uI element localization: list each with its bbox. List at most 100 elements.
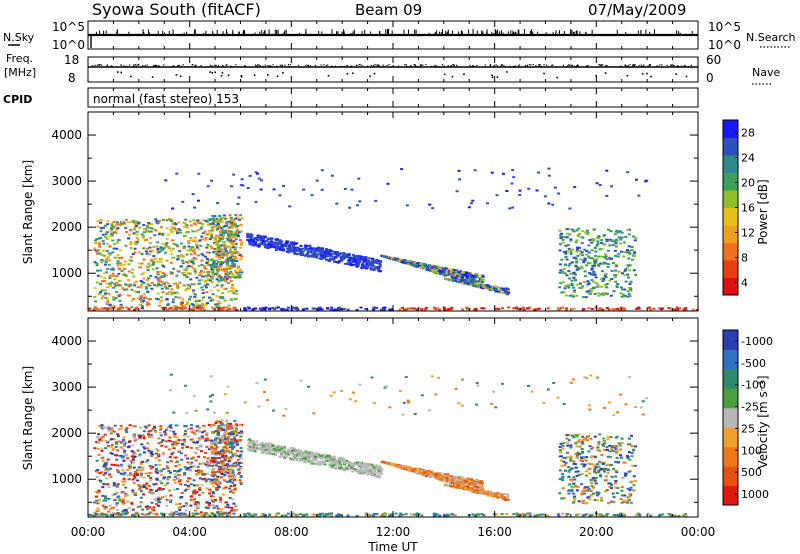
power-cell	[580, 287, 584, 290]
nave-point	[309, 64, 312, 67]
power-cell	[216, 220, 220, 223]
power-cell	[227, 272, 231, 275]
velocity-cell	[194, 433, 198, 436]
velocity-cell	[207, 423, 211, 426]
velocity-cell	[95, 499, 99, 502]
colorbar-segment	[723, 225, 738, 243]
power-cell	[218, 296, 222, 299]
velocity-cell	[151, 453, 155, 456]
power-cell	[558, 271, 562, 274]
power-cell	[473, 282, 477, 285]
velocity-cell	[105, 426, 109, 429]
power-cell	[124, 218, 128, 221]
velocity-cell	[230, 466, 234, 469]
power-cell	[138, 226, 142, 229]
velocity-cell	[172, 440, 176, 443]
power-cell	[117, 272, 121, 275]
power-cell	[279, 247, 283, 250]
nave-point	[92, 64, 94, 67]
power-cell	[142, 271, 146, 274]
power-cell	[130, 299, 134, 302]
velocity-cell	[100, 447, 104, 450]
power-cell	[614, 263, 618, 266]
power-cell	[94, 300, 98, 303]
velocity-cell	[233, 488, 237, 491]
power-cell	[610, 239, 614, 242]
power-cell	[171, 257, 175, 260]
velocity-cell	[150, 501, 154, 504]
power-cell	[206, 302, 210, 305]
velocity-cell	[224, 430, 228, 433]
power-cell	[566, 250, 570, 253]
power-cell	[580, 265, 584, 268]
power-cell	[114, 231, 118, 234]
velocity-cell	[196, 455, 200, 458]
nave-point	[351, 72, 354, 75]
velocity-cell	[203, 477, 207, 480]
velocity-cell	[175, 470, 179, 473]
power-cell	[176, 287, 180, 290]
power-cell	[234, 231, 238, 234]
velocity-cell	[151, 466, 155, 469]
power-cell	[299, 254, 303, 257]
power-cell	[231, 273, 235, 276]
power-cell	[223, 243, 227, 246]
velocity-cell	[128, 465, 132, 468]
velocity-cell	[222, 469, 226, 472]
power-cell	[100, 219, 104, 222]
velocity-cell	[172, 435, 176, 438]
power-cell	[567, 270, 571, 273]
velocity-cell	[210, 441, 214, 444]
power-cell	[218, 224, 222, 227]
power-cell	[323, 250, 327, 253]
velocity-cell	[150, 454, 154, 457]
velocity-cell	[215, 489, 219, 492]
power-cell	[115, 241, 119, 244]
velocity-cell	[165, 446, 169, 449]
power-cell	[210, 257, 214, 260]
velocity-cell	[230, 469, 234, 472]
power-cell	[174, 308, 178, 311]
nave-point	[325, 64, 327, 67]
velocity-cell	[137, 483, 141, 486]
velocity-cell	[175, 487, 179, 490]
power-cell	[443, 274, 447, 277]
velocity-cell	[200, 484, 204, 487]
power-cell	[278, 194, 282, 197]
velocity-cell	[224, 469, 228, 472]
power-cell	[339, 257, 343, 260]
velocity-cell	[220, 473, 224, 476]
velocity-cell	[184, 502, 188, 505]
velocity-cell	[136, 479, 140, 482]
power-cell	[237, 235, 241, 238]
power-cell	[375, 258, 379, 261]
power-cell	[138, 262, 142, 265]
power-cell	[216, 219, 220, 222]
power-y-tick-label: 1000	[51, 266, 82, 280]
power-cell	[588, 239, 592, 242]
power-cell	[228, 264, 232, 267]
power-cell	[200, 259, 204, 262]
nave-point	[276, 75, 279, 78]
velocity-cell	[203, 456, 207, 459]
power-cell	[612, 290, 616, 293]
power-cell	[210, 259, 214, 262]
power-cell	[469, 279, 473, 282]
power-cell	[296, 253, 300, 256]
power-cell	[556, 307, 560, 310]
power-cell	[335, 202, 339, 205]
power-cell	[598, 248, 602, 251]
power-cell	[107, 252, 111, 255]
power-cell	[568, 294, 572, 297]
power-cell	[118, 293, 122, 296]
power-cell	[626, 273, 630, 276]
velocity-cell	[107, 468, 111, 471]
power-cell	[261, 239, 265, 242]
power-cell	[222, 269, 226, 272]
power-cell	[217, 275, 221, 278]
power-cell	[311, 255, 315, 258]
power-cell	[260, 308, 264, 311]
power-cell	[439, 270, 443, 273]
power-cell	[165, 227, 169, 230]
power-cell	[231, 250, 235, 253]
